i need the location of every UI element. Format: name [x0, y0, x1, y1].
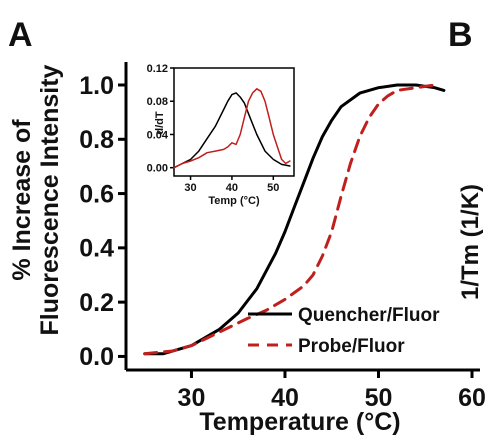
main-ylabel-line1: % Increase of	[8, 119, 36, 281]
y-tick-label: 0.2	[79, 289, 114, 317]
legend: Quencher/Fluor Probe/Fluor	[248, 305, 440, 357]
y-tick-label: 0.4	[79, 235, 114, 263]
y-tick-label: 0.08	[147, 96, 168, 108]
y-tick-label: 0.6	[79, 180, 114, 208]
main-ticks: 30 40 50 60 0.0 0.2 0.4 0.6 0.8 1.0	[79, 72, 485, 412]
y-tick-label: 0.12	[147, 63, 168, 75]
x-tick-label: 30	[184, 182, 196, 194]
series-line-probe-fluor	[143, 83, 437, 356]
main-ylabel-line2: Fluorescence Intensity	[36, 64, 64, 335]
series-line-quencher-fluor	[143, 83, 446, 356]
inset-series	[173, 88, 291, 169]
x-tick-label: 50	[267, 182, 279, 194]
x-tick-label: 40	[271, 384, 299, 412]
inset-frame	[173, 67, 295, 177]
right-panel-ylabel: 1/Tm (1/K)	[457, 184, 484, 300]
inset-chart: 30 40 50 0.00 0.04 0.08 0.12 Temp (°C) d/dT	[147, 63, 295, 207]
y-tick-label: 0.0	[79, 343, 114, 371]
y-tick-label: 0.8	[79, 126, 114, 154]
main-xlabel: Temperature (°C)	[199, 408, 400, 436]
main-series	[143, 83, 446, 356]
series-line-black	[173, 92, 291, 169]
inset-xlabel: Temp (°C)	[208, 195, 260, 207]
x-tick-label: 50	[365, 384, 393, 412]
panel-label-b: B	[448, 16, 473, 54]
series-line-red	[173, 88, 291, 169]
y-tick-label: 0.00	[147, 163, 168, 175]
x-tick-label: 30	[178, 384, 206, 412]
x-tick-label: 40	[226, 182, 238, 194]
y-tick-label: 0.04	[147, 129, 169, 141]
x-tick-label: 60	[458, 384, 485, 412]
panel-label-a: A	[8, 16, 33, 54]
legend-label-quencher: Quencher/Fluor	[298, 305, 440, 326]
y-tick-label: 1.0	[79, 72, 114, 100]
inset-ylabel: d/dT	[154, 111, 166, 134]
inset-ticks: 30 40 50 0.00 0.04 0.08 0.12	[147, 63, 280, 194]
legend-label-probe: Probe/Fluor	[298, 336, 405, 357]
